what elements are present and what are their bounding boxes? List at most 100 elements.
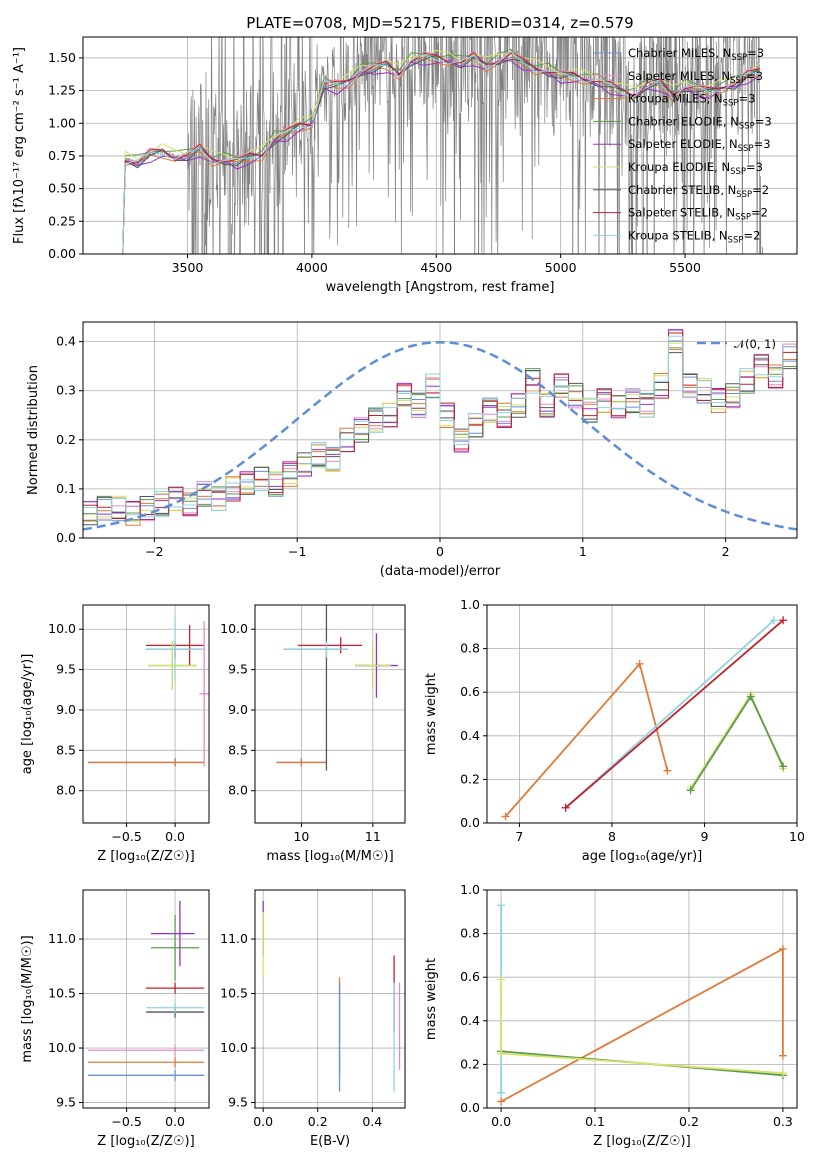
x-tick-label: 3500: [172, 260, 204, 275]
y-tick-label: 1.25: [48, 83, 76, 98]
y-tick-label: 0.75: [48, 148, 76, 163]
x-tick-label: 0.0: [165, 829, 185, 844]
mass-weight-vs-age-panel: 7 8 9 10 0.0 0.2 0.4 0.6 0.8 1.0 age [log₁₀(age/yr…: [424, 597, 805, 864]
y-tick-label: 9.5: [228, 662, 248, 677]
legend-entry: Salpeter ELODIE, NSSP=3: [628, 137, 771, 154]
y-tick-label: 1.00: [48, 115, 76, 130]
y-tick-label: 10.0: [220, 621, 248, 636]
y-tick-label: 0.4: [460, 1013, 480, 1028]
y-tick-label: 10.5: [48, 986, 76, 1001]
y-tick-label: 0.4: [460, 728, 480, 743]
x-tick-label: 4000: [296, 260, 328, 275]
point-marker: [779, 616, 788, 625]
plot-frame: [254, 889, 406, 1109]
y-tick-label: 0.8: [460, 641, 480, 656]
y-tick-label: 1.0: [460, 882, 480, 897]
y-tick-label: 10.0: [220, 1040, 248, 1055]
x-tick-label: 7: [515, 829, 523, 844]
legend-subscript: SSP: [736, 190, 752, 200]
x-tick-label: −0.5: [111, 1114, 141, 1129]
y-axis-label: Flux [fλ10⁻¹⁷ erg cm⁻² s⁻¹ A⁻¹]: [12, 47, 27, 244]
mass-weight-line: [500, 947, 784, 1103]
model-spectrum-line: [112, 52, 760, 254]
x-tick-label: 0.0: [491, 1114, 511, 1129]
y-tick-label: 9.0: [56, 702, 76, 717]
x-tick-label: −2: [145, 544, 163, 559]
y-tick-label: 8.0: [228, 783, 248, 798]
plot-area: [501, 616, 788, 821]
y-tick-label: 10.0: [48, 621, 76, 636]
point-marker: [778, 1051, 787, 1060]
legend-subscript: SSP: [738, 144, 754, 154]
age-vs-mass-panel: 10 11 8.0 8.5 9.0 9.5 10.0 mass [log₁₀(M/M☉)]: [220, 604, 406, 864]
point-marker: [561, 803, 570, 812]
x-axis-label: Z [log₁₀(Z/Z☉)]: [97, 1134, 194, 1149]
point-marker: [497, 975, 506, 984]
y-tick-label: 9.5: [228, 1095, 248, 1110]
y-tick-label: 9.5: [56, 1095, 76, 1110]
residual-histogram-panel: −2 −1 0 1 2 0.0 0.1 0.2 0.3 0.4 (data-model)/error…: [26, 321, 798, 579]
legend-value: =3: [747, 46, 764, 60]
residual-histogram-step: [83, 339, 797, 521]
legend-value: =3: [755, 114, 772, 128]
legend-value: =3: [754, 137, 771, 151]
legend-subscript: SSP: [730, 167, 746, 177]
age-vs-metallicity-panel: −0.5 0.0 8.0 8.5 9.0 9.5 10.0 Z [log₁₀(Z/Z☉)] ag…: [20, 604, 210, 864]
residual-histogram-step: [83, 335, 797, 522]
y-tick-label: 1.50: [48, 50, 76, 65]
y-tick-label: 0.1: [56, 481, 76, 496]
y-tick-label: 0.00: [48, 246, 76, 261]
y-axis-label: Normed distribution: [26, 365, 41, 495]
y-axis-label: mass weight: [424, 673, 439, 755]
x-tick-label: 8: [608, 829, 616, 844]
point-marker: [497, 1088, 506, 1097]
y-tick-label: 0.4: [56, 334, 76, 349]
mass-weight-vs-metallicity-panel: 0.0 0.1 0.2 0.3 0.0 0.2 0.4 0.6 0.8 1.0 Z [log₁₀(Z…: [424, 882, 798, 1149]
plot-frame: [82, 889, 210, 1109]
observed-spectrum-line: [122, 37, 764, 254]
mass-vs-ebv-panel: 0.0 0.2 0.4 9.5 10.0 10.5 11.0 E(B-V): [220, 889, 406, 1149]
mass-weight-line: [565, 619, 775, 809]
plot-area: [83, 329, 797, 531]
x-tick-label: 10: [293, 829, 309, 844]
legend-subscript: SSP: [728, 235, 744, 245]
x-axis-label: age [log₁₀(age/yr)]: [582, 849, 703, 864]
y-tick-label: 0.0: [460, 1100, 480, 1115]
legend-value: =2: [751, 206, 768, 220]
x-tick-label: 4500: [420, 260, 452, 275]
legend-entry: Chabrier STELIB, NSSP=2: [628, 183, 769, 200]
x-tick-label: −0.5: [111, 829, 141, 844]
legend-entry: Salpeter MILES, NSSP=3: [628, 69, 763, 86]
x-tick-label: 0.2: [308, 1114, 328, 1129]
legend-value: =2: [752, 183, 769, 197]
x-tick-label: 9: [700, 829, 708, 844]
plot-area: [497, 901, 787, 1106]
x-tick-label: 0.1: [585, 1114, 605, 1129]
x-axis-label: (data-model)/error: [380, 564, 501, 579]
x-tick-label: 1: [579, 544, 587, 559]
plot-frame: [254, 604, 406, 824]
x-tick-label: 0.0: [253, 1114, 273, 1129]
x-tick-label: 11: [365, 829, 381, 844]
y-axis-label: mass [log₁₀(M/M☉)]: [20, 935, 35, 1062]
model-spectrum-line: [112, 50, 760, 254]
point-marker: [635, 659, 644, 668]
mass-vs-metallicity-panel: −0.5 0.0 9.5 10.0 10.5 11.0 Z [log₁₀(Z/Z☉)] mas…: [20, 889, 210, 1149]
y-tick-label: 1.0: [460, 597, 480, 612]
x-tick-label: 0.2: [679, 1114, 699, 1129]
point-marker: [501, 812, 510, 821]
y-tick-label: 0.8: [460, 926, 480, 941]
x-tick-label: 0.0: [165, 1114, 185, 1129]
y-tick-label: 0.50: [48, 181, 76, 196]
point-marker: [497, 1049, 506, 1058]
y-tick-label: 8.5: [56, 742, 76, 757]
legend-value: =3: [746, 69, 763, 83]
gaussian-curve: [83, 340, 797, 531]
y-tick-label: 8.5: [228, 742, 248, 757]
point-marker: [779, 762, 788, 771]
plot-area: [87, 617, 209, 767]
y-axis-label: age [log₁₀(age/yr)]: [20, 654, 35, 775]
y-tick-label: 10.0: [48, 1040, 76, 1055]
legend-entry: Kroupa ELODIE, NSSP=3: [628, 160, 763, 177]
